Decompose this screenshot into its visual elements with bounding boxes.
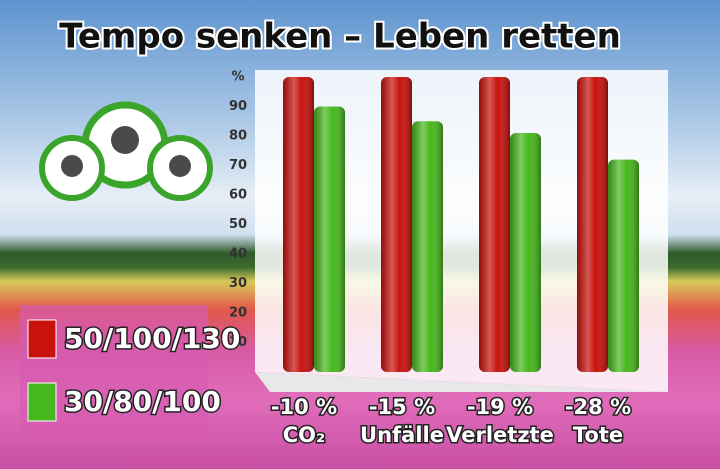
- category-change: -15 %: [369, 395, 435, 419]
- y-tick-label: 20: [229, 306, 247, 321]
- x-tick-label: Tote: [573, 423, 623, 447]
- bar-shade: [608, 160, 639, 372]
- category-change: -19 %: [467, 395, 533, 419]
- legend-swatch: [28, 383, 56, 421]
- bar-shade: [479, 77, 510, 372]
- x-tick-label: CO₂: [283, 423, 325, 447]
- y-tick-label: %: [231, 70, 244, 85]
- y-tick-label: 30: [229, 276, 247, 291]
- y-tick-label: 50: [229, 217, 247, 232]
- y-tick-label: 70: [229, 158, 247, 173]
- category-change: -10 %: [271, 395, 337, 419]
- bar-shade: [510, 133, 541, 372]
- legend-label: 30/80/100: [64, 385, 221, 418]
- icon-figure: [169, 155, 191, 177]
- bar-shade: [381, 77, 412, 372]
- y-tick-label: 90: [229, 99, 247, 114]
- icon-figure: [111, 126, 139, 154]
- y-tick-label: 40: [229, 247, 247, 262]
- x-tick-label: Verletzte: [446, 423, 554, 447]
- bar-shade: [577, 77, 608, 372]
- legend-swatch: [28, 320, 56, 358]
- bar-shade: [283, 77, 314, 372]
- y-tick-label: 80: [229, 129, 247, 144]
- bar-shade: [412, 121, 443, 372]
- infographic: Tempo senken – Leben retten 102030405060…: [0, 0, 720, 469]
- y-tick-label: 60: [229, 188, 247, 203]
- icon-figure: [61, 155, 83, 177]
- icons: [42, 105, 210, 198]
- category-change: -28 %: [565, 395, 631, 419]
- legend-label: 50/100/130: [64, 322, 240, 355]
- chart: Tempo senken – Leben retten 102030405060…: [0, 0, 720, 469]
- x-tick-label: Unfälle: [360, 423, 444, 447]
- chart-title: Tempo senken – Leben retten: [59, 17, 621, 57]
- bar-shade: [314, 107, 345, 373]
